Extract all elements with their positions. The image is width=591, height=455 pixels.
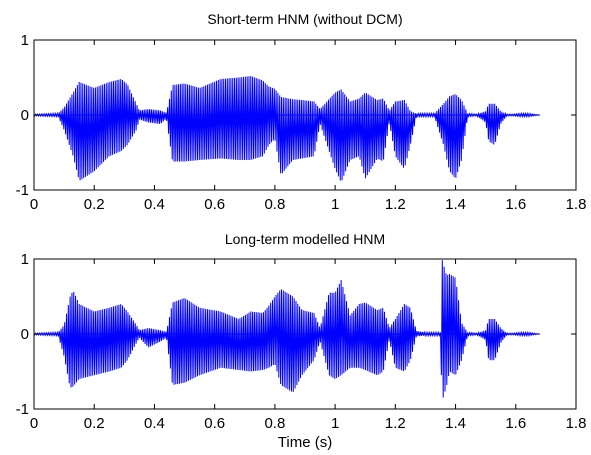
x-tick-label: 1	[331, 415, 339, 432]
waveform-trace	[33, 260, 540, 398]
y-tick-label: 0	[21, 107, 29, 124]
waveform-trace	[33, 75, 540, 181]
x-tick-label: 0.4	[144, 196, 165, 213]
x-tick-label: 0.4	[144, 415, 165, 432]
x-tick-label: 1.6	[505, 196, 526, 213]
panel-2: Long-term modelled HNM 0 0.2 0.4 0.6 0.8 1 1.2 1…	[16, 231, 587, 451]
x-tick-label: 1	[331, 196, 339, 213]
x-tick-label: 1.4	[445, 196, 466, 213]
y-tick-label: -1	[16, 401, 29, 418]
x-tick-label: 0.8	[264, 415, 285, 432]
x-tick-label: 1.8	[566, 196, 587, 213]
x-axis-label: Time (s)	[278, 434, 332, 450]
x-tick-label: 0.8	[264, 196, 285, 213]
x-tick-label: 0.6	[204, 415, 225, 432]
x-tick-label: 1.2	[385, 415, 406, 432]
x-tick-label: 0.2	[84, 196, 105, 213]
x-tick-label: 1.2	[385, 196, 406, 213]
panel-title: Long-term modelled HNM	[225, 231, 385, 247]
x-tick-label: 0	[30, 196, 38, 213]
panel-1: Short-term HNM (without DCM) 0 0.2 0.4 0.6 0.…	[16, 11, 587, 213]
y-tick-label: 1	[21, 251, 29, 268]
x-tick-label: 0	[30, 415, 38, 432]
x-tick-label: 1.6	[505, 415, 526, 432]
x-tick-label: 0.2	[84, 415, 105, 432]
x-tick-label: 1.4	[445, 415, 466, 432]
panel-title: Short-term HNM (without DCM)	[207, 11, 402, 27]
y-tick-label: -1	[16, 182, 29, 199]
x-tick-label: 0.6	[204, 196, 225, 213]
y-tick-label: 1	[21, 32, 29, 49]
x-tick-label: 1.8	[566, 415, 587, 432]
y-tick-label: 0	[21, 326, 29, 343]
